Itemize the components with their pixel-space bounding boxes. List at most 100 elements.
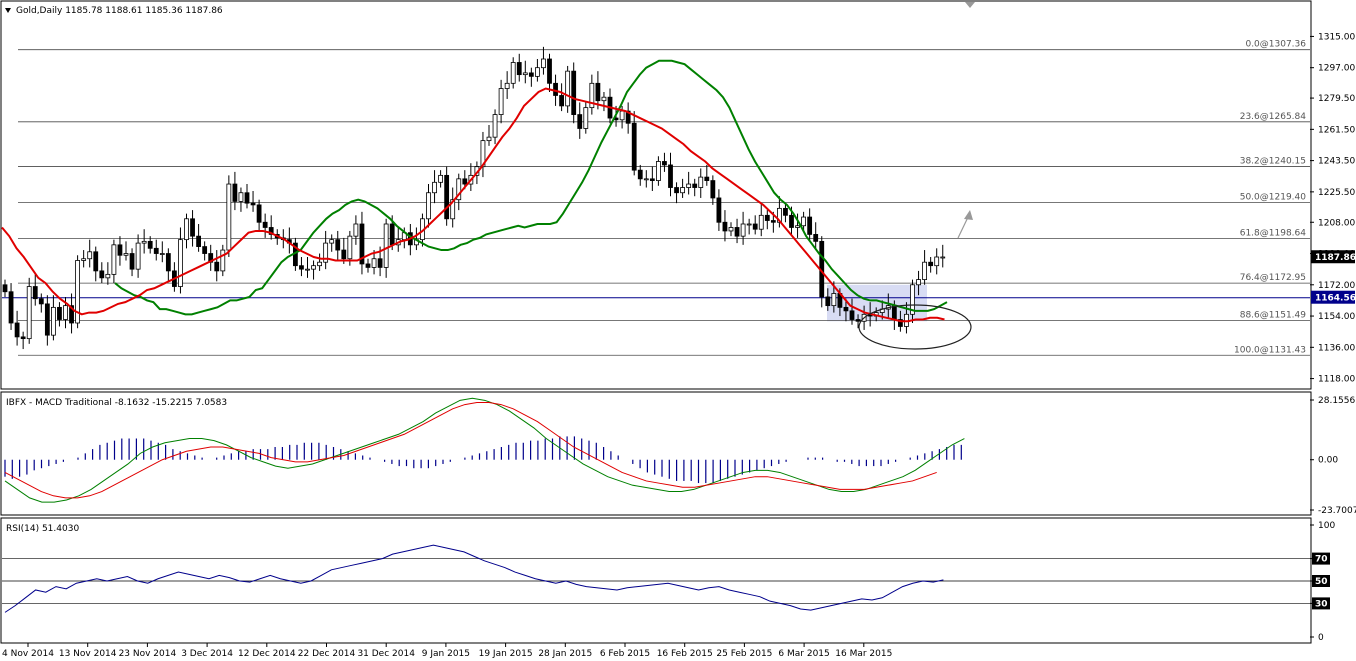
fib-label: 61.8@1198.64 [1240,229,1307,239]
fib-label: 23.6@1265.84 [1240,112,1307,122]
fib-label: 50.0@1219.40 [1240,192,1307,202]
candle-body [631,122,637,171]
support-price-tag-bg [1311,290,1355,304]
candle-body [365,263,371,268]
candle-body [516,62,522,76]
candle-body [456,178,462,201]
y-tick-label: 1297.00 [1318,64,1355,74]
candle-body [165,253,171,272]
candle-body [117,244,123,256]
candle-body [323,242,329,263]
candle-body [577,114,583,129]
last-price-tag: 1187.86 [1315,253,1356,263]
fib-label: 38.2@1240.15 [1240,156,1306,166]
candle-body [462,178,468,185]
candle-body [934,256,940,267]
support-price-tag: 1164.56 [1315,294,1356,304]
y-tick-label: 1136.00 [1318,343,1355,353]
candle-body [498,88,504,115]
candle-body [565,70,571,107]
fib-label: 76.4@1172.95 [1240,273,1306,283]
candle-body [99,270,105,279]
candle-body [601,96,607,102]
candle-body [698,176,704,188]
candle-body [159,253,165,255]
y-tick-label: 1279.50 [1318,94,1355,104]
scroll-marker-icon[interactable] [965,2,975,8]
candle-body [184,218,189,241]
candle-body [758,214,764,230]
rsi-line [4,544,944,613]
candle-body [692,183,698,188]
candle-body [492,114,498,138]
candle-body [353,223,359,237]
candle-body [686,183,692,188]
candle-body [746,223,752,226]
candle-body [426,192,431,220]
x-tick-label: 23 Nov 2014 [119,649,177,659]
macd-header: IBFX - MACD Traditional -8.1632 -15.2215… [6,398,227,408]
dropdown-arrow-icon[interactable] [5,8,11,13]
fib-label: 88.6@1151.49 [1240,310,1307,320]
candle-body [450,199,456,220]
candle-body [704,176,710,181]
macd-y-tick-label: 28.1556 [1318,396,1355,406]
candle-body [625,110,631,124]
x-tick-label: 13 Nov 2014 [59,649,117,659]
candle-body [480,140,486,168]
candle-body [371,258,377,268]
candle-body [916,279,921,286]
rsi-level-tag-bg [1312,597,1330,610]
x-tick-label: 16 Feb 2015 [657,649,713,659]
y-tick-label: 1172.00 [1318,281,1355,291]
candle-body [226,183,232,251]
candle-body [528,72,534,77]
candle-body [807,216,813,235]
candle-body [93,251,99,272]
candle-body [123,253,129,256]
candle-body [305,268,310,271]
candle-body [643,178,649,181]
x-tick-label: 6 Feb 2015 [600,649,650,659]
candle-body [69,305,74,324]
candle-body [129,253,135,270]
candle-body [75,260,80,324]
highlight-ellipse [858,304,972,350]
price-panel-frame [0,0,1312,390]
candle-body [432,181,437,194]
candle-body [377,258,383,268]
x-tick-label: 31 Dec 2014 [357,649,415,659]
candle-body [299,265,304,270]
candle-body [910,284,915,315]
x-tick-label: 16 Mar 2015 [835,649,892,659]
candle-body [680,187,685,194]
candle-body [214,261,220,272]
y-tick-label: 1315.00 [1318,32,1355,42]
candle-body [341,249,347,260]
rsi-level-tag: 50 [1315,577,1328,587]
y-tick-label: 1243.50 [1318,157,1355,167]
candle-body [359,223,365,265]
x-tick-label: 6 Mar 2015 [778,649,829,659]
rsi-level-tag-bg [1312,552,1330,565]
candle-body [801,216,806,227]
candle-body [662,161,667,166]
x-tick-label: 28 Jan 2015 [538,649,592,659]
candle-body [656,161,661,181]
candle-body [147,240,153,249]
x-tick-label: 4 Nov 2014 [2,649,54,659]
macd-signal-line [4,401,937,499]
candle-body [898,319,903,327]
candle-body [383,223,389,268]
candle-body [153,247,159,254]
candle-body [583,107,589,129]
candle-body [619,110,625,121]
candle-body [178,239,183,287]
candle-body [547,58,552,84]
candle-body [20,336,26,340]
rsi-y-tick-label: 100 [1318,521,1335,531]
y-tick-label: 1261.50 [1318,125,1355,135]
candle-body [105,273,111,279]
candle-body [190,218,195,237]
candle-body [843,306,849,312]
